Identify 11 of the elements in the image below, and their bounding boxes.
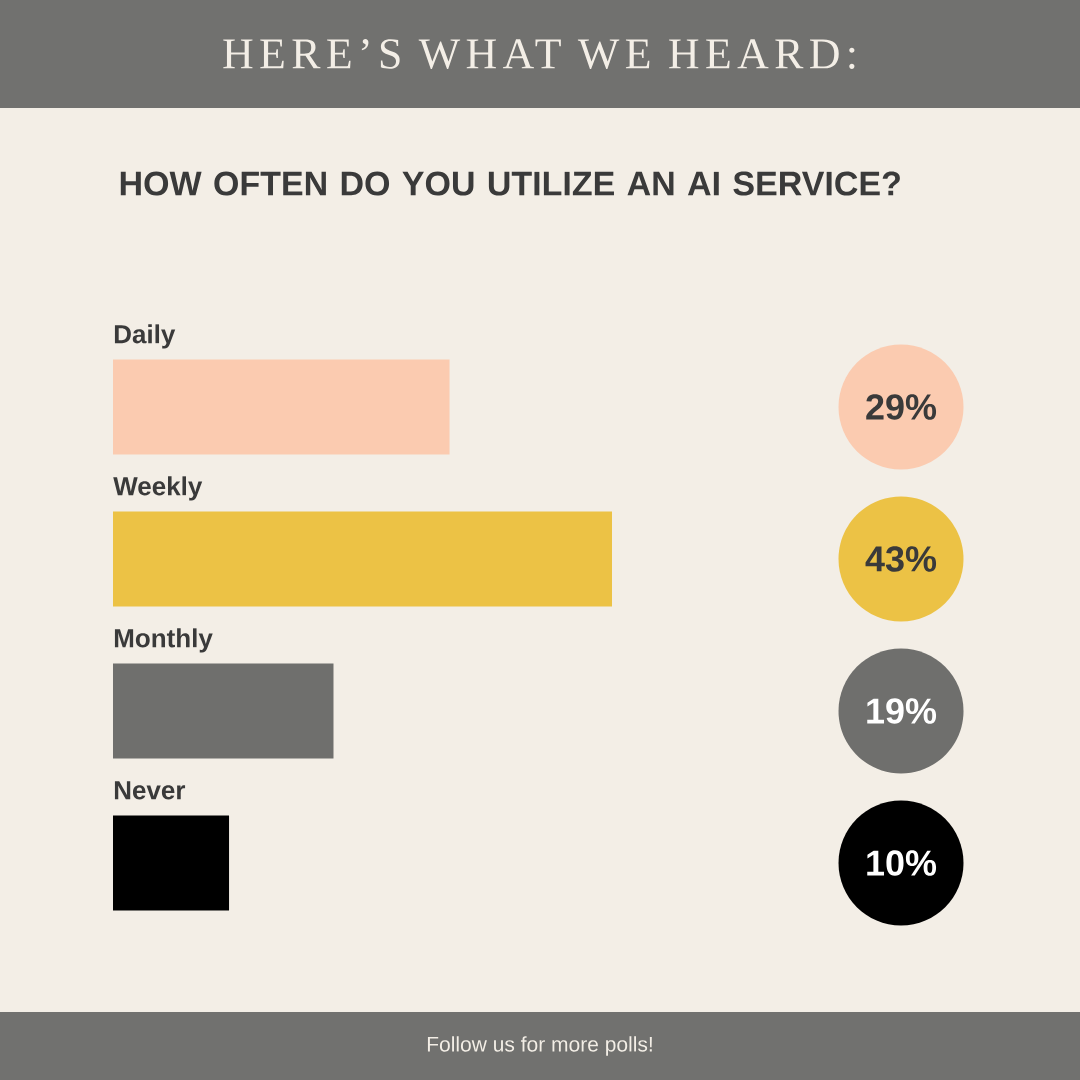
text: Follow us for more polls!	[427, 1036, 652, 1056]
data-label: 19%	[867, 698, 937, 724]
y-tick-label: Daily	[114, 324, 176, 349]
chart-subtitle: HOW OFTEN DO YOU UTILIZE AN AI SERVICE?	[120, 171, 900, 196]
data-label: 29%	[866, 394, 937, 420]
y-tick-label: Never	[114, 781, 186, 800]
y-tick-label: Weekly	[113, 476, 203, 501]
y-tick-label: Monthly	[114, 628, 213, 653]
chart-title: HERE’S WHAT WE HEARD:	[223, 39, 855, 69]
data-label: 43%	[865, 546, 937, 572]
data-label: 10%	[867, 850, 937, 876]
